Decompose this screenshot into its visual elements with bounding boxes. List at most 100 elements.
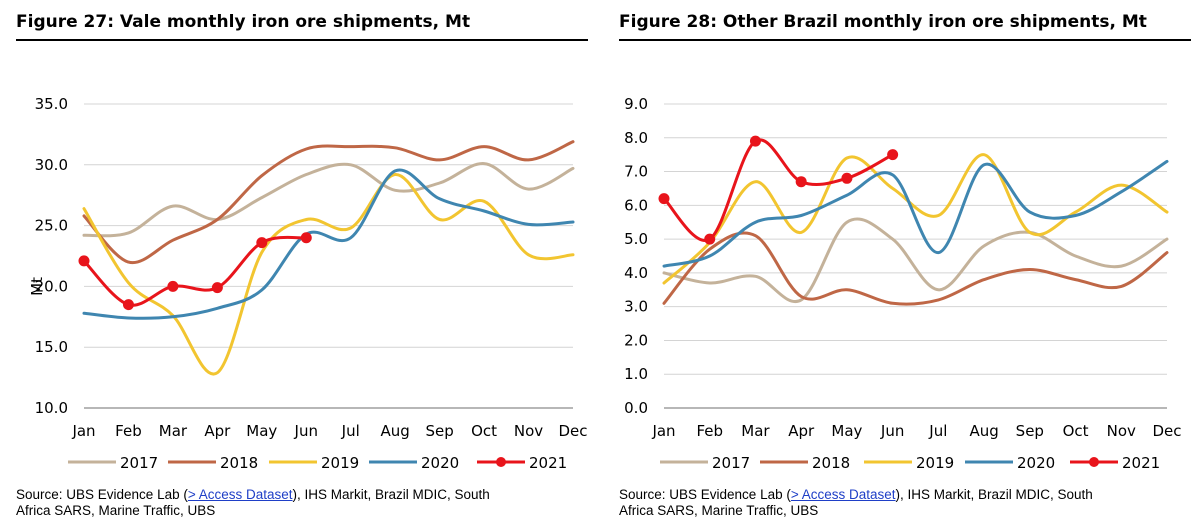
legend-label: 2019 — [916, 454, 954, 472]
data-point-2021 — [122, 299, 134, 311]
data-point-2021 — [211, 282, 223, 294]
series-2017 — [662, 217, 1169, 304]
legend-label: 2020 — [1017, 454, 1055, 472]
figure-28-title-rule — [619, 39, 1191, 41]
data-point-2021 — [658, 193, 670, 205]
x-tick-label: Feb — [696, 422, 723, 440]
y-tick-label: 4.0 — [624, 264, 648, 282]
y-tick-label: 7.0 — [624, 163, 648, 181]
x-tick-label: May — [246, 422, 277, 440]
legend-marker — [1089, 457, 1099, 467]
x-tick-label: Jan — [651, 422, 675, 440]
series-line-2018 — [82, 140, 575, 265]
source-prefix: Source: UBS Evidence Lab ( — [16, 487, 188, 502]
figure-28-title: Figure 28: Other Brazil monthly iron ore… — [619, 12, 1147, 32]
source-line-2: Africa SARS, Marine Traffic, UBS — [16, 503, 216, 518]
access-dataset-link[interactable]: > Access Dataset — [187, 487, 293, 502]
series-line-2018 — [662, 231, 1169, 306]
y-axis-ticks: 10.0 15.0 20.0 25.0 30.0 35.0 — [35, 95, 68, 417]
legend-item-2020: 2020 — [369, 454, 459, 472]
x-tick-label: Apr — [788, 422, 815, 440]
legend-label: 2018 — [812, 454, 850, 472]
y-tick-label: 15.0 — [35, 338, 68, 356]
legend-label: 2021 — [529, 454, 567, 472]
y-tick-label: 20.0 — [35, 277, 68, 295]
source-line-2: Africa SARS, Marine Traffic, UBS — [619, 503, 819, 518]
series-line-2017 — [82, 162, 575, 238]
series-line-2020 — [662, 159, 1169, 268]
gridlines — [664, 103, 1167, 409]
data-point-2021 — [78, 255, 90, 267]
figure-27-chart: 10.0 15.0 20.0 25.0 30.0 35.0 Mt Jan Feb Mar Apr Ma… — [28, 95, 588, 472]
y-tick-label: 35.0 — [35, 95, 68, 113]
figure-27-title: Figure 27: Vale monthly iron ore shipmen… — [16, 12, 471, 32]
legend-label: 2020 — [421, 454, 459, 472]
y-tick-label: 3.0 — [624, 298, 648, 316]
legend: 2017 2018 2019 2020 2021 — [68, 454, 567, 472]
data-point-2021 — [256, 237, 268, 249]
series-2018 — [662, 231, 1169, 306]
y-tick-label: 0.0 — [624, 399, 648, 417]
x-tick-label: Jul — [341, 422, 360, 440]
legend-label: 2021 — [1122, 454, 1160, 472]
x-tick-label: Oct — [471, 422, 497, 440]
legend-label: 2018 — [220, 454, 258, 472]
legend-item-2021: 2021 — [477, 454, 567, 472]
data-point-2021 — [704, 233, 716, 245]
series-line-2017 — [662, 217, 1169, 304]
data-point-2021 — [749, 135, 761, 147]
y-tick-label: 2.0 — [624, 331, 648, 349]
series-2019 — [82, 173, 575, 376]
legend-marker — [496, 457, 506, 467]
x-tick-label: Apr — [204, 422, 231, 440]
figure-28-chart: 0.0 1.0 2.0 3.0 4.0 5.0 6.0 7.0 8.0 9.0 Jan Feb Mar A… — [624, 95, 1181, 472]
legend-item-2021: 2021 — [1070, 454, 1160, 472]
x-tick-label: Sep — [425, 422, 453, 440]
source-prefix: Source: UBS Evidence Lab ( — [619, 487, 791, 502]
x-tick-label: Nov — [514, 422, 543, 440]
data-point-2021 — [841, 172, 853, 184]
figure-27-title-rule — [16, 39, 588, 41]
series-2017 — [82, 162, 575, 238]
y-tick-label: 8.0 — [624, 129, 648, 147]
access-dataset-link[interactable]: > Access Dataset — [790, 487, 896, 502]
x-tick-label: Sep — [1016, 422, 1044, 440]
y-axis-ticks: 0.0 1.0 2.0 3.0 4.0 5.0 6.0 7.0 8.0 9.0 — [624, 95, 648, 417]
legend-label: 2019 — [321, 454, 359, 472]
x-tick-label: Jun — [294, 422, 318, 440]
y-tick-label: 1.0 — [624, 365, 648, 383]
x-tick-label: Feb — [115, 422, 142, 440]
gridlines — [84, 103, 573, 409]
data-point-2021 — [795, 176, 807, 188]
x-tick-label: May — [831, 422, 862, 440]
x-tick-label: Mar — [741, 422, 770, 440]
series-line-2021 — [82, 235, 308, 307]
x-tick-label: Jun — [880, 422, 904, 440]
legend: 2017 2018 2019 2020 2021 — [660, 454, 1160, 472]
x-tick-label: Jan — [71, 422, 95, 440]
x-tick-label: Dec — [558, 422, 587, 440]
data-point-2021 — [887, 149, 899, 161]
series-2020 — [662, 159, 1169, 268]
legend-label: 2017 — [712, 454, 750, 472]
source-suffix: ), IHS Markit, Brazil MDIC, South — [292, 487, 490, 502]
x-tick-label: Aug — [381, 422, 410, 440]
y-tick-label: 30.0 — [35, 156, 68, 174]
source-suffix: ), IHS Markit, Brazil MDIC, South — [895, 487, 1093, 502]
legend-item-2020: 2020 — [965, 454, 1055, 472]
data-point-2021 — [167, 280, 179, 292]
figure-27-source: Source: UBS Evidence Lab (> Access Datas… — [16, 487, 490, 519]
legend-label: 2017 — [120, 454, 158, 472]
series-line-2020 — [82, 168, 575, 320]
figure-28-source: Source: UBS Evidence Lab (> Access Datas… — [619, 487, 1093, 519]
y-tick-label: 10.0 — [35, 399, 68, 417]
data-point-2021 — [300, 232, 312, 244]
x-axis-ticks: Jan Feb Mar Apr May Jun Jul Aug Sep Oct Nov Dec — [71, 422, 587, 440]
legend-item-2018: 2018 — [760, 454, 850, 472]
x-tick-label: Jul — [928, 422, 947, 440]
x-tick-label: Aug — [969, 422, 998, 440]
x-tick-label: Oct — [1063, 422, 1089, 440]
x-tick-label: Mar — [159, 422, 188, 440]
series-2020 — [82, 168, 575, 320]
y-tick-label: 9.0 — [624, 95, 648, 113]
